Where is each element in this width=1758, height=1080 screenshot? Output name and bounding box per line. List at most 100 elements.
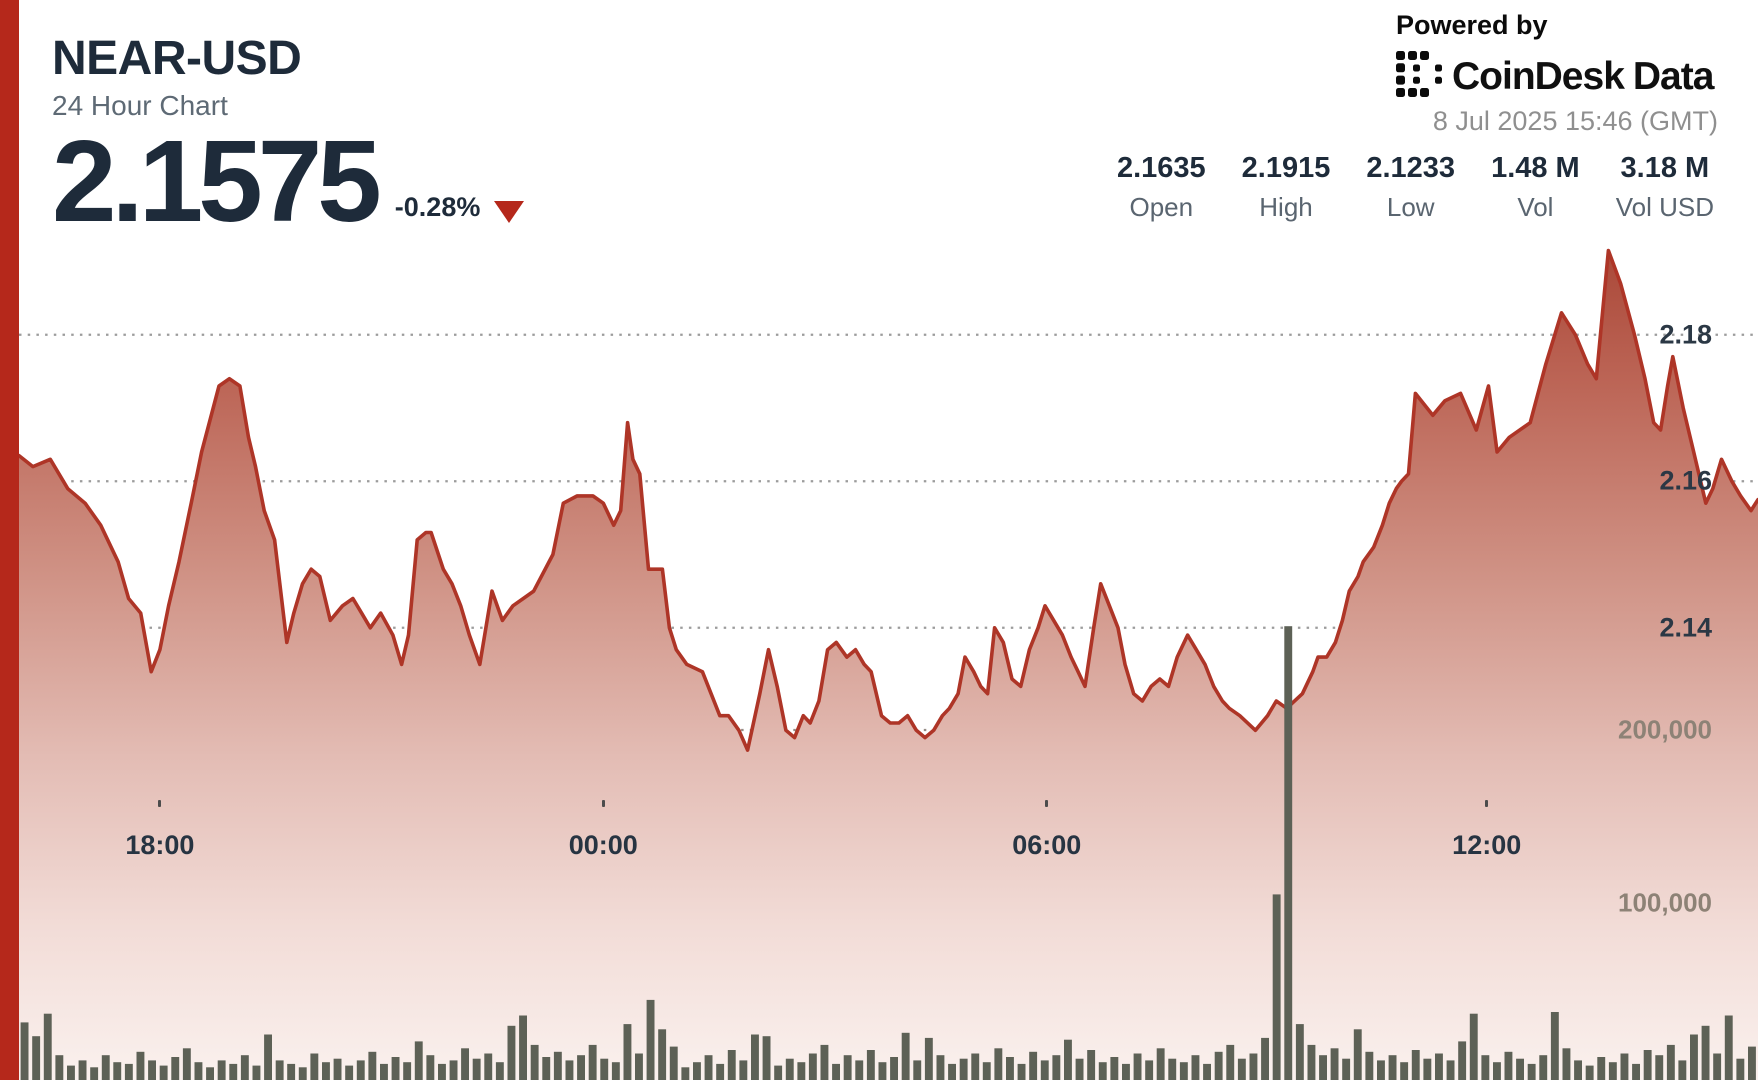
volume-bar xyxy=(1446,1060,1455,1080)
volume-bar xyxy=(1191,1055,1200,1080)
volume-bar xyxy=(1527,1063,1536,1080)
volume-bar xyxy=(808,1053,817,1080)
volume-bar xyxy=(484,1053,493,1080)
volume-bar xyxy=(1620,1053,1629,1080)
volume-bar xyxy=(67,1065,75,1080)
volume-bar xyxy=(1423,1058,1432,1080)
volume-bar xyxy=(959,1058,968,1080)
volume-bar xyxy=(101,1055,110,1080)
volume-bar xyxy=(1145,1060,1154,1080)
volume-bar xyxy=(1365,1051,1374,1080)
volume-bar xyxy=(704,1055,713,1080)
pair-symbol: NEAR-USD xyxy=(52,32,302,85)
volume-bar xyxy=(1690,1034,1698,1080)
volume-bar xyxy=(1237,1058,1246,1080)
volume-bar xyxy=(1539,1055,1548,1080)
volume-bar xyxy=(1678,1060,1687,1080)
volume-bar xyxy=(1319,1055,1327,1080)
price-area-fill xyxy=(19,250,1758,1080)
volume-bar xyxy=(913,1060,922,1080)
volume-bar xyxy=(994,1048,1003,1080)
provider-name: CoinDesk xyxy=(1452,54,1625,98)
volume-bar xyxy=(843,1055,852,1080)
volume-bar xyxy=(820,1044,829,1080)
volume-bar xyxy=(797,1062,806,1080)
volume-bar xyxy=(124,1063,133,1080)
volume-bar xyxy=(298,1067,307,1080)
stat-label: Open xyxy=(1129,192,1194,222)
coindesk-logo-icon xyxy=(1396,51,1442,102)
volume-bar xyxy=(1701,1025,1710,1080)
volume-bar xyxy=(1098,1062,1107,1080)
volume-bar xyxy=(623,1024,632,1080)
volume-bar xyxy=(1666,1044,1675,1080)
volume-bar xyxy=(194,1062,203,1080)
volume-bar xyxy=(542,1057,551,1080)
stat-label: High xyxy=(1259,192,1313,222)
volume-bar xyxy=(936,1055,945,1080)
volume-bar xyxy=(727,1050,736,1080)
volume-bar xyxy=(78,1060,87,1080)
header: NEAR-USD 24 Hour Chart 2.1575 -0.28% xyxy=(52,32,525,239)
volume-bar xyxy=(403,1062,412,1080)
volume-bar xyxy=(1040,1060,1049,1080)
volume-bar xyxy=(55,1055,64,1080)
volume-bar xyxy=(611,1062,620,1080)
volume-bar xyxy=(1562,1048,1571,1080)
volume-bar xyxy=(600,1058,609,1080)
volume-bar xyxy=(206,1067,214,1080)
volume-bar xyxy=(1179,1062,1188,1080)
volume-bar xyxy=(646,999,655,1080)
volume-bar xyxy=(901,1032,910,1080)
volume-bar xyxy=(971,1053,980,1080)
volume-bar xyxy=(240,1055,249,1080)
stat-label: Vol USD xyxy=(1615,192,1714,222)
volume-bar xyxy=(136,1051,145,1080)
volume-bar xyxy=(1481,1055,1490,1080)
volume-bar xyxy=(1377,1060,1385,1080)
volume-bar xyxy=(774,1065,783,1080)
volume-bar xyxy=(171,1057,180,1080)
stat-label: Vol xyxy=(1517,192,1554,222)
volume-bar xyxy=(635,1053,643,1080)
volume-bar xyxy=(1469,1013,1478,1080)
volume-bar xyxy=(1226,1044,1235,1080)
volume-bar xyxy=(438,1063,446,1080)
stat-high: 2.1915 High xyxy=(1242,152,1331,223)
volume-bar xyxy=(1655,1055,1664,1080)
volume-bar xyxy=(1330,1048,1339,1080)
volume-bar xyxy=(20,1022,29,1080)
volume-bar xyxy=(356,1060,365,1080)
volume-bar xyxy=(832,1063,840,1080)
volume-bar xyxy=(762,1036,771,1080)
volume-bar xyxy=(1748,1046,1756,1080)
volume-bar xyxy=(1516,1058,1524,1080)
volume-bar xyxy=(310,1053,319,1080)
coindesk-logo[interactable]: CoinDesk Data xyxy=(1396,51,1716,102)
change-percent: -0.28% xyxy=(394,191,481,222)
down-triangle-icon xyxy=(494,200,525,223)
volume-bar xyxy=(1122,1063,1130,1080)
volume-bar xyxy=(948,1063,956,1080)
volume-bar xyxy=(1736,1058,1745,1080)
volume-bar xyxy=(380,1063,388,1080)
stat-value: 2.1233 xyxy=(1366,152,1456,184)
volume-bar xyxy=(1400,1062,1409,1080)
volume-bar xyxy=(287,1063,296,1080)
volume-bar xyxy=(1261,1037,1269,1080)
stat-open: 2.1635 Open xyxy=(1117,152,1206,223)
volume-bar xyxy=(1133,1053,1142,1080)
volume-bar xyxy=(681,1067,690,1080)
volume-bar xyxy=(565,1060,574,1080)
volume-bar xyxy=(1632,1063,1640,1080)
stat-value: 3.18 M xyxy=(1620,152,1710,184)
volume-bar xyxy=(1052,1055,1061,1080)
volume-bar xyxy=(866,1050,875,1080)
volume-bar xyxy=(159,1065,168,1080)
volume-bar xyxy=(391,1057,400,1080)
volume-bar xyxy=(113,1062,122,1080)
volume-bar xyxy=(345,1065,354,1080)
volume-bar xyxy=(32,1036,41,1080)
volume-bar xyxy=(1411,1050,1420,1080)
